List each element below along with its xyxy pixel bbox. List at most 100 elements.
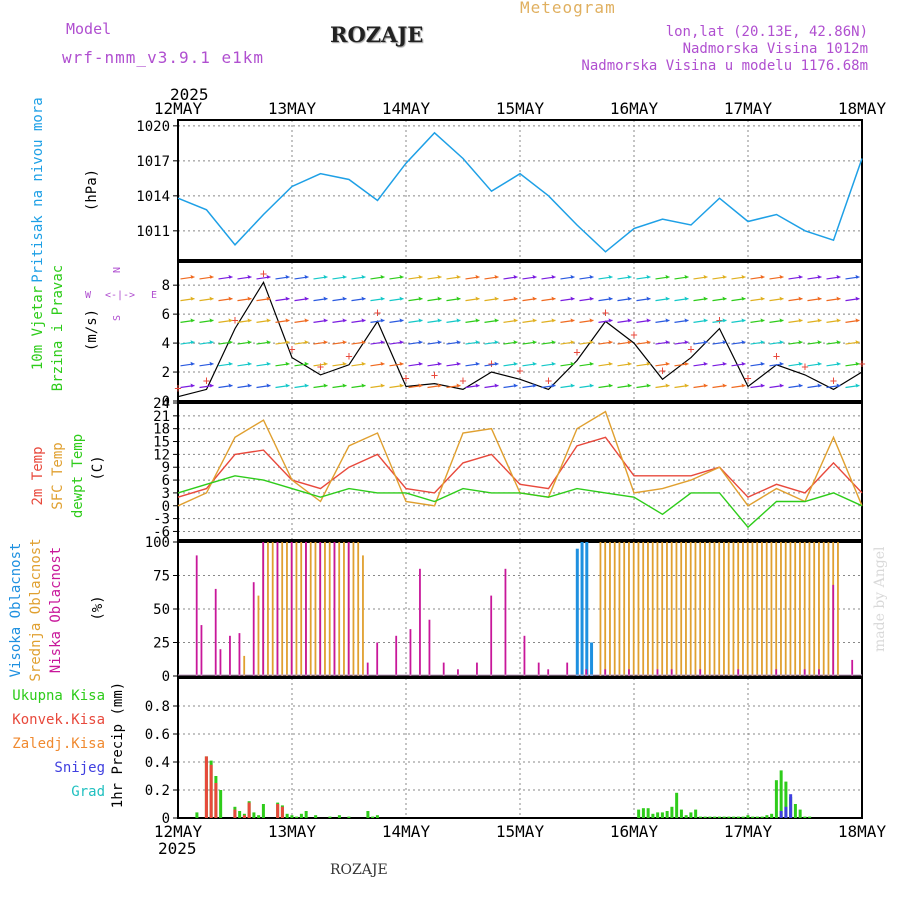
panel-frame-cloud — [177, 541, 863, 677]
precip-legend-item: Ukupna Kisa — [12, 688, 105, 704]
cloud-bar — [628, 669, 630, 676]
wind-arrow-head — [665, 361, 670, 366]
wind-arrow-head — [399, 296, 404, 301]
wind-arrow-head — [589, 296, 594, 301]
cloud-bar — [756, 542, 759, 676]
cloud-bar — [727, 542, 730, 676]
wind-arrow-head — [437, 274, 442, 279]
precip-bar — [798, 809, 802, 818]
cloud-bar — [547, 669, 550, 676]
wind-arrow-head — [437, 361, 442, 366]
cloud-bar — [362, 555, 364, 676]
wind-arrow-head — [247, 361, 252, 366]
precip-bar — [304, 811, 308, 818]
wind-arrow-head — [399, 361, 404, 366]
wind-gust-marker: + — [602, 306, 609, 320]
cloud-bar — [704, 542, 706, 676]
precip-bar — [760, 816, 764, 818]
wind-arrow-head — [665, 318, 670, 323]
wind-arrow-head — [342, 340, 347, 345]
wind-arrow-head — [760, 318, 765, 323]
wind-arrow-head — [342, 361, 347, 366]
precip-bar — [765, 815, 769, 818]
wind-unit: (m/s) — [84, 309, 100, 351]
wind-arrow-head — [589, 383, 594, 388]
precip-bar — [717, 816, 721, 818]
y-tick-label: 0 — [162, 811, 170, 827]
wind-arrow-head — [646, 383, 651, 388]
wind-label-1: 10m Vjetar — [30, 286, 46, 370]
time-label-bottom: 14MAY — [382, 822, 431, 841]
y-tick-label: 1014 — [136, 189, 170, 205]
precip-bar — [793, 804, 797, 818]
cloud-bar — [200, 625, 203, 676]
compass-n: N — [112, 267, 123, 273]
cloud-label-low: Niska Oblacnost — [48, 547, 64, 673]
y-tick-label: 0.6 — [145, 727, 170, 743]
y-tick-label: -6 — [153, 524, 170, 540]
wind-arrow-head — [266, 318, 271, 323]
cloud-bar — [314, 542, 317, 676]
precip-bar — [637, 809, 641, 818]
cloud-bar — [723, 542, 725, 676]
precip-bar — [770, 813, 774, 818]
wind-arrow-head — [570, 296, 575, 301]
model-altitude: Nadmorska Visina u modelu 1176.68m — [581, 58, 868, 74]
precip-bar — [779, 811, 783, 818]
model-name: wrf-nmm_v3.9.1 e1km — [62, 48, 265, 67]
cloud-bar — [309, 542, 312, 676]
wind-arrow-head — [380, 340, 385, 345]
wind-arrow-head — [342, 383, 347, 388]
year-label-bottom: 2025 — [158, 839, 197, 858]
wind-label-2: Brzina i Pravac — [50, 265, 66, 391]
year-label-top: 2025 — [170, 85, 209, 104]
cloud-bar — [290, 542, 293, 676]
cloud-bar — [656, 542, 659, 676]
cloud-bar — [276, 542, 279, 676]
wind-arrow-head — [513, 383, 518, 388]
wind-gust-marker: + — [488, 356, 495, 370]
wind-arrow-head — [475, 274, 480, 279]
wind-arrow-head — [266, 340, 271, 345]
wind-arrow-head — [513, 274, 518, 279]
cloud-bar — [666, 542, 668, 676]
precip-bar — [746, 815, 750, 818]
cloud-bar — [651, 542, 654, 676]
precip-legend-item: Snijeg — [54, 760, 105, 776]
wind-arrow-head — [247, 274, 252, 279]
precip-bar — [708, 816, 712, 818]
wind-arrow-head — [190, 340, 195, 345]
wind-arrow-head — [380, 296, 385, 301]
cloud-bar — [699, 669, 702, 676]
coordinates: lon,lat (20.13E, 42.86N) — [665, 24, 868, 40]
wind-gust-marker: + — [716, 313, 723, 327]
wind-arrow-head — [665, 274, 670, 279]
time-label-top: 12MAY — [154, 99, 203, 118]
cloud-bar — [803, 669, 806, 676]
cloud-unit: (%) — [90, 595, 106, 620]
cloud-bar — [599, 542, 602, 676]
wind-arrow-head — [532, 361, 537, 366]
y-tick-label: 21 — [153, 409, 170, 425]
wind-arrow-head — [570, 318, 575, 323]
wind-arrow-head — [228, 340, 233, 345]
y-tick-label: 1017 — [136, 154, 170, 170]
cloud-bar — [751, 542, 754, 676]
wind-arrow-head — [627, 296, 632, 301]
wind-arrow-head — [760, 361, 765, 366]
cloud-bar — [737, 669, 740, 676]
cloud-bar — [675, 542, 678, 676]
cloud-bar — [476, 662, 478, 676]
y-tick-label: 6 — [162, 307, 170, 323]
cloud-bar — [632, 542, 635, 676]
wind-arrow-head — [627, 274, 632, 279]
cloud-bar — [628, 542, 630, 676]
cloud-bar — [694, 542, 697, 676]
time-label-top: 15MAY — [496, 99, 545, 118]
cloud-bar — [604, 542, 607, 676]
wind-arrow-head — [646, 318, 651, 323]
precip-bar — [371, 816, 375, 818]
wind-arrow-head — [817, 361, 822, 366]
wind-arrow-head — [646, 296, 651, 301]
precip-bar — [651, 813, 655, 818]
